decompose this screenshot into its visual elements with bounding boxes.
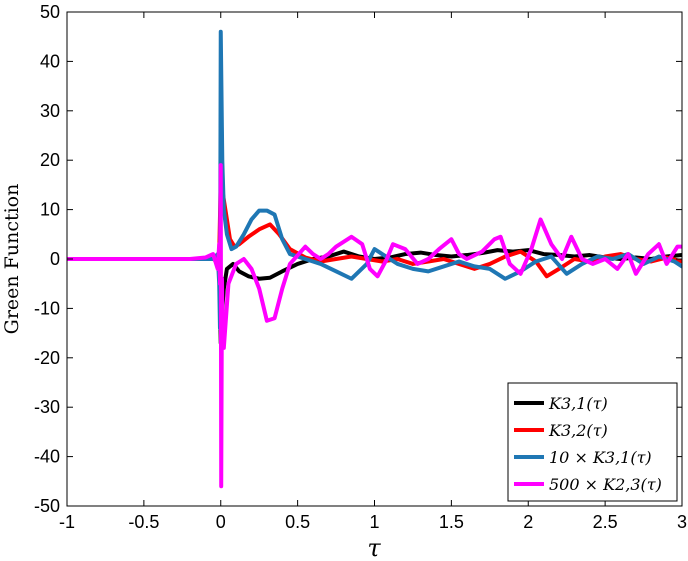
- y-tick-label: 40: [40, 51, 60, 71]
- legend: K3,1(τ) K3,2(τ) 10 × K3,1(τ) 500 × K2,3(τ): [507, 382, 678, 502]
- x-tick-label: 0.5: [285, 512, 310, 532]
- x-axis-title: τ: [367, 534, 381, 561]
- x-tick-label: 0: [216, 512, 226, 532]
- legend-label-1: K3,2(τ): [548, 421, 608, 440]
- y-tick-label: 50: [40, 2, 60, 22]
- y-axis: 50 40 30 20 10 0 -10 -20 -30 -40 -50: [34, 2, 682, 516]
- x-tick-label: 3: [677, 512, 687, 532]
- x-tick-label: 2: [523, 512, 533, 532]
- y-tick-label: 30: [40, 101, 60, 121]
- y-axis-title: Green Function: [1, 184, 23, 335]
- x-axis: -1 -0.5 0 0.5 1 1.5 2 2.5 3: [59, 12, 687, 532]
- x-tick-label: 2.5: [593, 512, 618, 532]
- x-tick-label: 1: [369, 512, 379, 532]
- x-tick-label: -1: [59, 512, 75, 532]
- legend-label-2: 10 × K3,1(τ): [549, 448, 652, 467]
- legend-label-0: K3,1(τ): [548, 394, 608, 413]
- y-tick-label: 10: [40, 200, 60, 220]
- series-line-3: [67, 163, 682, 489]
- y-tick-label: 0: [50, 249, 60, 269]
- y-tick-label: 20: [40, 150, 60, 170]
- y-tick-label: -30: [34, 397, 60, 417]
- legend-label-3: 500 × K2,3(τ): [549, 475, 662, 494]
- x-tick-label: -0.5: [128, 512, 159, 532]
- series-line-1: [67, 177, 682, 279]
- series-lines: [67, 29, 682, 489]
- y-tick-label: -10: [34, 298, 60, 318]
- x-tick-label: 1.5: [439, 512, 464, 532]
- y-tick-label: -50: [34, 496, 60, 516]
- y-tick-label: -20: [34, 348, 60, 368]
- y-tick-label: -40: [34, 447, 60, 467]
